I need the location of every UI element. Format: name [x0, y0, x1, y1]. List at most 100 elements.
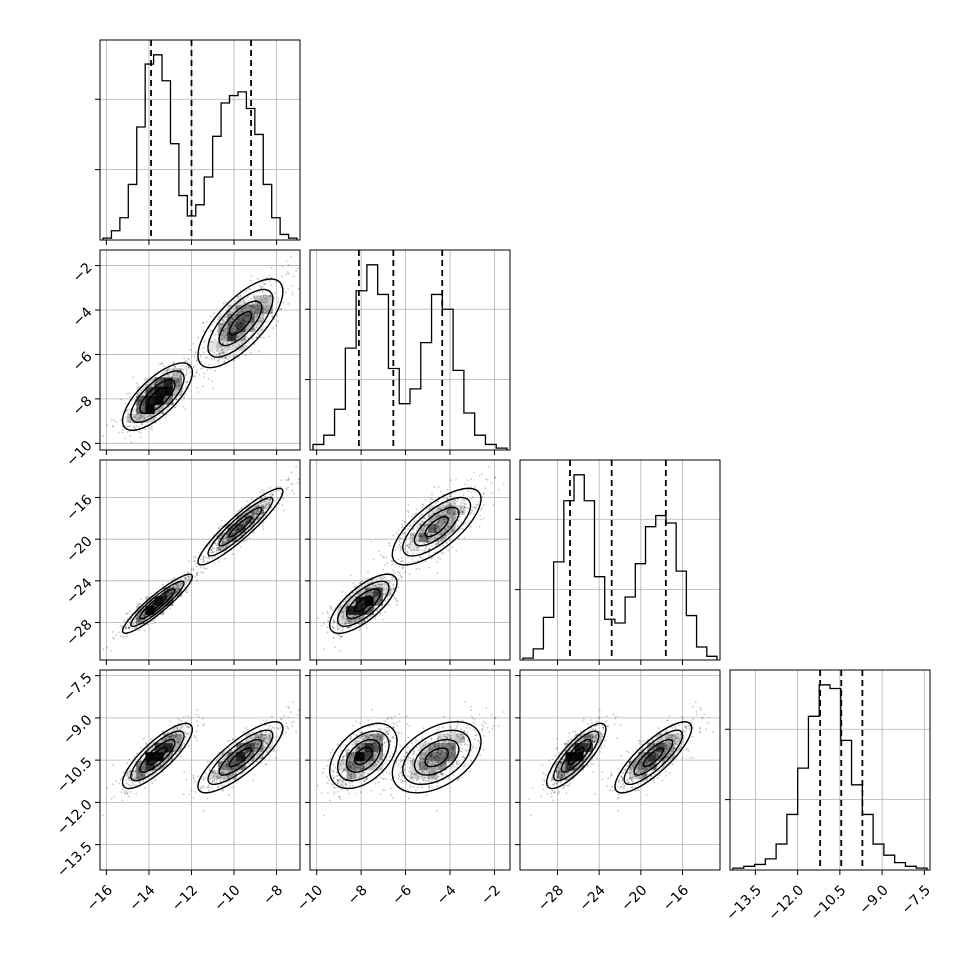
sample-point: [226, 763, 228, 765]
sample-point: [160, 362, 163, 365]
sample-point: [349, 613, 352, 615]
sample-point: [175, 398, 178, 401]
sample-point: [254, 741, 257, 744]
sample-point: [241, 524, 244, 527]
sample-point: [452, 512, 455, 515]
sample-point: [145, 400, 147, 403]
sample-point: [204, 567, 207, 570]
sample-point: [388, 581, 391, 584]
density-cell: [428, 532, 438, 543]
sample-point: [366, 597, 369, 600]
sample-point: [126, 618, 129, 620]
sample-point: [322, 622, 325, 625]
sample-point: [162, 744, 165, 747]
sample-point: [454, 512, 456, 515]
sample-point: [203, 778, 205, 781]
sample-point: [349, 611, 352, 613]
sample-point: [177, 380, 180, 383]
sample-point: [362, 610, 365, 612]
sample-point: [428, 548, 430, 551]
sample-point: [478, 474, 481, 477]
sample-point: [169, 397, 172, 400]
sample-point: [189, 371, 192, 373]
sample-point: [233, 359, 235, 362]
sample-point: [494, 476, 497, 479]
sample-point: [436, 524, 439, 527]
sample-point: [369, 596, 372, 599]
sample-point: [230, 329, 233, 332]
sample-point: [241, 318, 244, 321]
sample-point: [173, 585, 176, 588]
sample-point: [138, 399, 141, 402]
sample-point: [217, 361, 220, 364]
sample-point: [143, 409, 146, 412]
sample-point: [256, 308, 259, 311]
sample-point: [259, 501, 262, 504]
sample-point: [450, 504, 452, 507]
sample-point: [156, 604, 159, 606]
sample-point: [344, 609, 347, 612]
sample-point: [336, 625, 339, 628]
sample-point: [409, 533, 412, 536]
sample-point: [252, 511, 255, 514]
sample-point: [229, 542, 232, 545]
sample-point: [211, 557, 214, 560]
sample-point: [176, 590, 179, 593]
sample-point: [462, 510, 465, 513]
sample-point: [234, 321, 237, 324]
sample-point: [169, 380, 172, 383]
sample-point: [257, 736, 260, 739]
sample-point: [382, 593, 384, 595]
sample-point: [277, 489, 280, 492]
sample-point: [259, 762, 262, 765]
sample-point: [239, 326, 242, 329]
density-cell: [136, 614, 146, 624]
sample-point: [154, 416, 157, 419]
sample-point: [235, 528, 238, 530]
sample-point: [424, 517, 427, 520]
sample-point: [264, 500, 266, 503]
sample-point: [352, 606, 355, 609]
density-cell: [254, 304, 264, 314]
sample-point: [217, 346, 220, 349]
sample-point: [262, 336, 265, 339]
sample-point: [231, 754, 233, 757]
sample-point: [476, 503, 479, 506]
sample-point: [248, 743, 251, 746]
sample-point: [144, 613, 146, 616]
sample-point: [240, 322, 243, 324]
sample-point: [144, 399, 146, 402]
sample-point: [142, 765, 145, 768]
sample-point: [142, 404, 145, 406]
sample-point: [368, 591, 370, 594]
sample-point: [157, 753, 160, 756]
sample-point: [475, 503, 478, 506]
sample-point: [207, 784, 210, 786]
sample-point: [149, 759, 152, 762]
sample-point: [421, 557, 424, 560]
sample-point: [200, 367, 203, 370]
sample-point: [227, 536, 230, 538]
sample-point: [158, 385, 160, 388]
sample-point: [478, 525, 481, 528]
sample-point: [482, 517, 485, 520]
sample-point: [486, 479, 489, 481]
density-cell: [245, 523, 255, 534]
sample-point: [156, 602, 159, 605]
sample-point: [233, 310, 236, 312]
sample-point: [438, 529, 440, 532]
sample-point: [440, 537, 443, 540]
sample-point: [477, 500, 480, 503]
sample-point: [213, 351, 215, 354]
sample-point: [135, 765, 138, 768]
sample-point: [242, 755, 244, 758]
sample-point: [400, 547, 403, 550]
sample-point: [421, 535, 424, 538]
sample-point: [213, 312, 215, 314]
sample-point: [271, 715, 273, 718]
sample-point: [144, 407, 147, 409]
sample-point: [235, 323, 238, 326]
sample-point: [171, 377, 174, 380]
sample-point: [285, 273, 288, 276]
sample-point: [236, 295, 239, 298]
